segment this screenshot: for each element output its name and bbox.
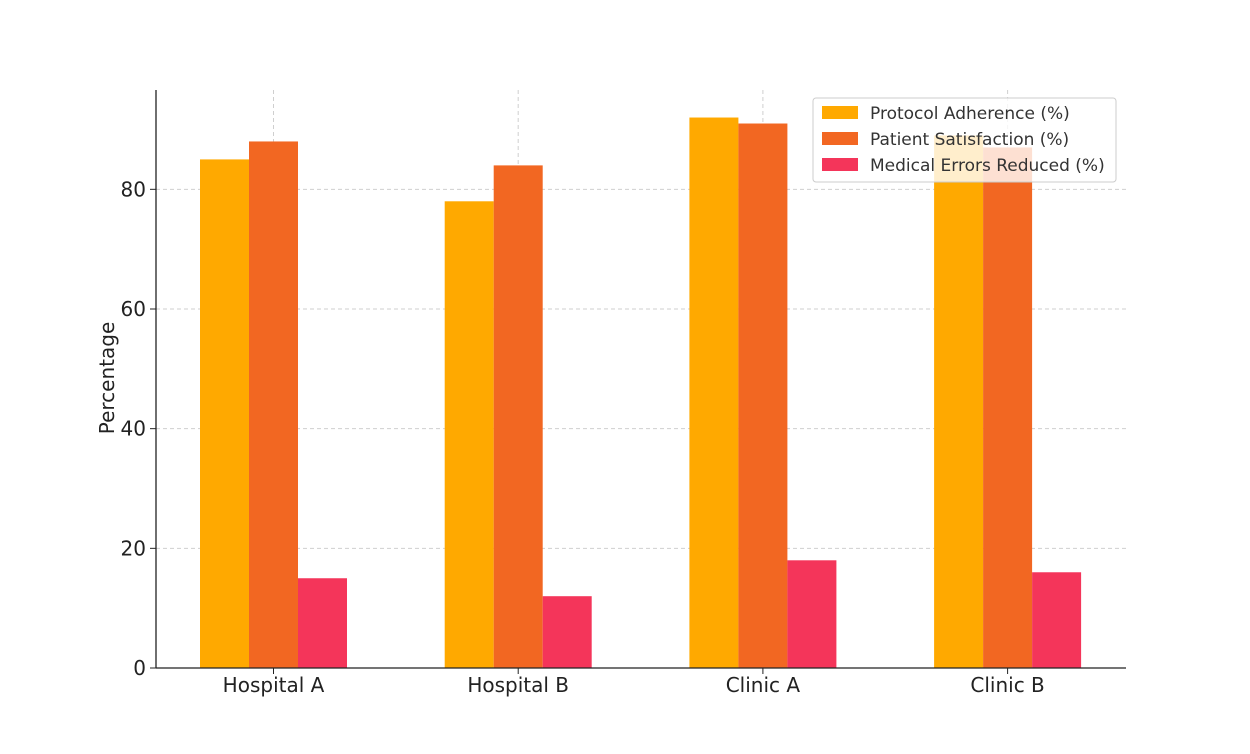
bar-hospital-b-series-0 <box>444 201 494 668</box>
y-axis-label: Percentage <box>95 322 119 435</box>
y-tick-label: 0 <box>133 656 146 680</box>
tick-labels: 0 20 40 60 80 Hospital A Hospital B Clinic A Cli… <box>121 177 1045 697</box>
legend-label: Protocol Adherence (%) <box>870 104 1070 124</box>
bar-clinic-a-series-0 <box>689 117 739 669</box>
legend: Protocol Adherence (%) Patient Satisfacti… <box>812 97 1117 183</box>
bar-hospital-a-series-2 <box>298 578 347 668</box>
axes <box>150 90 1126 674</box>
legend-label: Medical Errors Reduced (%) <box>870 156 1105 176</box>
x-tick-label: Clinic B <box>970 673 1044 697</box>
legend-label: Patient Satisfaction (%) <box>870 130 1069 150</box>
bar-clinic-a-series-1 <box>738 123 788 668</box>
x-tick-label: Hospital B <box>467 673 569 697</box>
bar-clinic-b-series-2 <box>1032 572 1082 668</box>
y-tick-label: 40 <box>121 417 146 441</box>
x-tick-label: Hospital A <box>223 673 325 697</box>
y-tick-label: 20 <box>121 536 146 560</box>
legend-swatch <box>822 106 858 119</box>
bar-hospital-a-series-1 <box>249 141 298 669</box>
y-tick-label: 80 <box>121 177 146 201</box>
legend-swatch <box>822 132 858 145</box>
bars <box>200 117 1082 669</box>
legend-frame <box>812 97 1117 183</box>
bar-clinic-b-series-1 <box>983 147 1033 669</box>
bar-clinic-a-series-2 <box>787 560 837 668</box>
bar-hospital-b-series-2 <box>542 596 592 668</box>
bar-clinic-b-series-0 <box>934 135 984 668</box>
legend-swatch <box>822 158 858 171</box>
bar-hospital-b-series-1 <box>493 165 543 669</box>
bar-hospital-a-series-0 <box>200 159 249 668</box>
y-tick-label: 60 <box>121 297 146 321</box>
x-tick-label: Clinic A <box>726 673 801 697</box>
